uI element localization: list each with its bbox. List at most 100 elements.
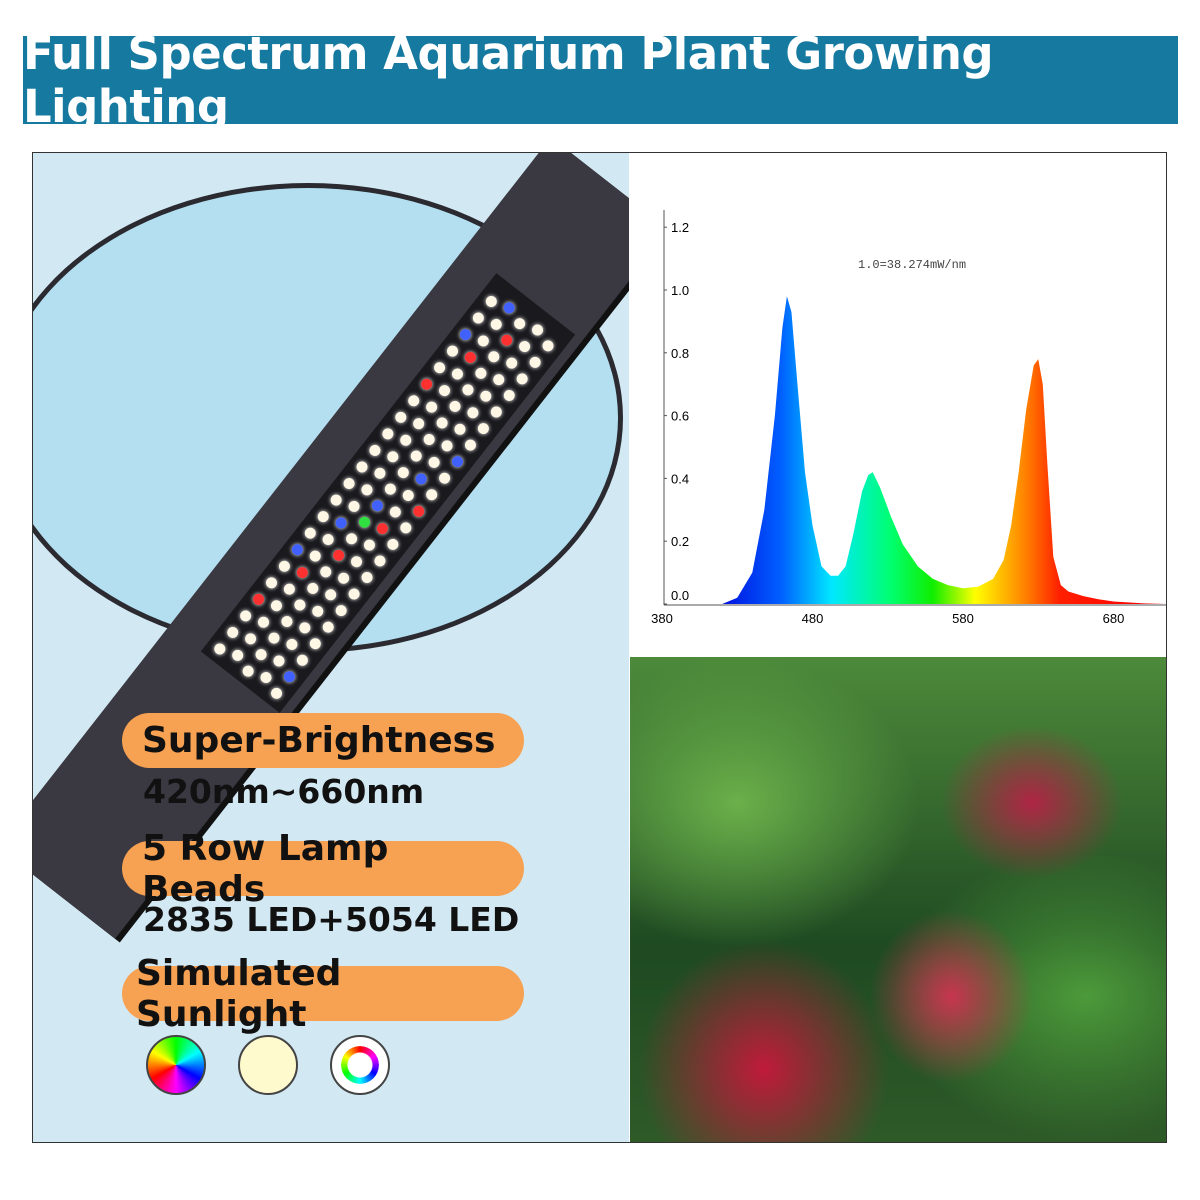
- y-tick-label: 0.2: [671, 534, 689, 549]
- led-bead: [302, 525, 319, 541]
- led-bead: [359, 482, 375, 498]
- led-bead: [297, 620, 313, 636]
- led-bead: [369, 497, 386, 514]
- x-tick-label: 380: [651, 611, 673, 626]
- y-tick-label: 1.0: [671, 283, 689, 298]
- led-bead: [250, 591, 267, 608]
- led-bead: [240, 663, 256, 679]
- y-tick-label: 0.6: [671, 409, 689, 424]
- led-bead: [418, 376, 435, 392]
- led-bead: [382, 481, 399, 497]
- led-bead: [359, 569, 375, 586]
- led-bead: [406, 393, 422, 409]
- feature-pill-lamp-beads: 5 Row Lamp Beads: [122, 828, 524, 910]
- led-bead: [271, 653, 287, 669]
- led-bead: [488, 316, 504, 333]
- led-bead: [434, 415, 450, 431]
- led-bead: [398, 520, 414, 536]
- led-bead: [511, 315, 528, 332]
- led-bead: [343, 531, 360, 547]
- led-bead: [346, 498, 362, 515]
- led-bead: [385, 536, 401, 553]
- led-bead: [470, 310, 487, 326]
- led-bead: [475, 420, 492, 437]
- led-bead: [462, 349, 479, 366]
- led-bead: [289, 542, 306, 558]
- led-bead: [393, 409, 409, 426]
- led-bead: [374, 520, 391, 537]
- led-bead: [491, 371, 507, 388]
- led-bead: [333, 515, 349, 531]
- led-bead: [242, 631, 259, 647]
- spectrum-area: [722, 296, 1168, 604]
- led-bead: [330, 547, 347, 564]
- led-bead: [335, 570, 352, 586]
- led-bead: [413, 471, 429, 487]
- led-bead: [328, 492, 344, 508]
- led-bead: [372, 553, 388, 569]
- led-bead: [307, 548, 323, 564]
- led-bead: [341, 475, 357, 492]
- aquarium-plants-photo: [630, 657, 1166, 1142]
- led-bead: [501, 300, 517, 316]
- led-bead: [436, 470, 453, 486]
- led-bead: [229, 647, 246, 664]
- led-bead: [263, 575, 280, 591]
- led-bead: [307, 635, 324, 652]
- led-bead: [421, 431, 437, 448]
- led-bead: [460, 382, 476, 398]
- led-bead: [486, 349, 502, 365]
- led-bead: [380, 426, 396, 442]
- y-tick-label: 1.2: [671, 220, 689, 235]
- led-bead: [457, 326, 474, 343]
- warm-white-icon: [238, 1035, 298, 1095]
- led-bead: [478, 388, 494, 404]
- x-tick-label: 480: [802, 611, 824, 626]
- led-bead: [294, 652, 311, 668]
- led-bead: [305, 580, 321, 597]
- led-bead: [423, 487, 440, 503]
- led-bead: [540, 338, 556, 354]
- led-bead: [431, 359, 448, 376]
- led-bead: [439, 438, 455, 454]
- led-bead: [284, 636, 300, 653]
- led-bead: [452, 421, 468, 438]
- feature-detail-lamp-beads: 2835 LED+5054 LED: [143, 900, 520, 939]
- y-tick-label: 0.8: [671, 346, 689, 361]
- led-bead: [449, 366, 466, 382]
- content-frame: [32, 152, 1167, 1143]
- led-bead: [258, 669, 274, 686]
- x-tick-label: 680: [1103, 611, 1125, 626]
- led-bead: [411, 503, 427, 520]
- led-bead: [279, 613, 295, 630]
- led-bead: [488, 404, 505, 420]
- led-bead: [361, 537, 378, 553]
- led-bead: [527, 354, 543, 371]
- led-bead: [395, 464, 412, 481]
- led-bead: [483, 293, 500, 310]
- led-bead: [266, 630, 282, 646]
- led-bead: [475, 333, 492, 349]
- y-tick-label: 0.0: [671, 588, 689, 603]
- x-tick-label: 580: [952, 611, 974, 626]
- led-bead: [212, 641, 228, 657]
- led-bead: [276, 558, 293, 574]
- led-bead: [408, 448, 424, 464]
- page-title: Full Spectrum Aquarium Plant Growing Lig…: [23, 27, 1178, 133]
- feature-detail-brightness: 420nm~660nm: [143, 772, 425, 811]
- feature-pill-sunlight: Simulated Sunlight: [122, 953, 524, 1035]
- led-bead: [410, 415, 427, 432]
- led-bead: [320, 531, 336, 548]
- led-bead: [514, 371, 530, 387]
- led-bead: [292, 597, 308, 613]
- led-bead: [346, 586, 362, 602]
- led-bead: [224, 624, 241, 641]
- led-bead: [465, 405, 481, 421]
- led-bead: [367, 442, 383, 459]
- led-bead: [447, 398, 463, 415]
- led-bead: [333, 602, 349, 619]
- rgb-color-wheel-icon: [146, 1035, 206, 1095]
- led-bead: [400, 487, 416, 504]
- spectrum-chart-svg: 1.0=38.274mW/nm 380 480 580 680 0.0 0.2 0.4 0.6…: [651, 210, 1168, 626]
- led-bead: [322, 587, 339, 603]
